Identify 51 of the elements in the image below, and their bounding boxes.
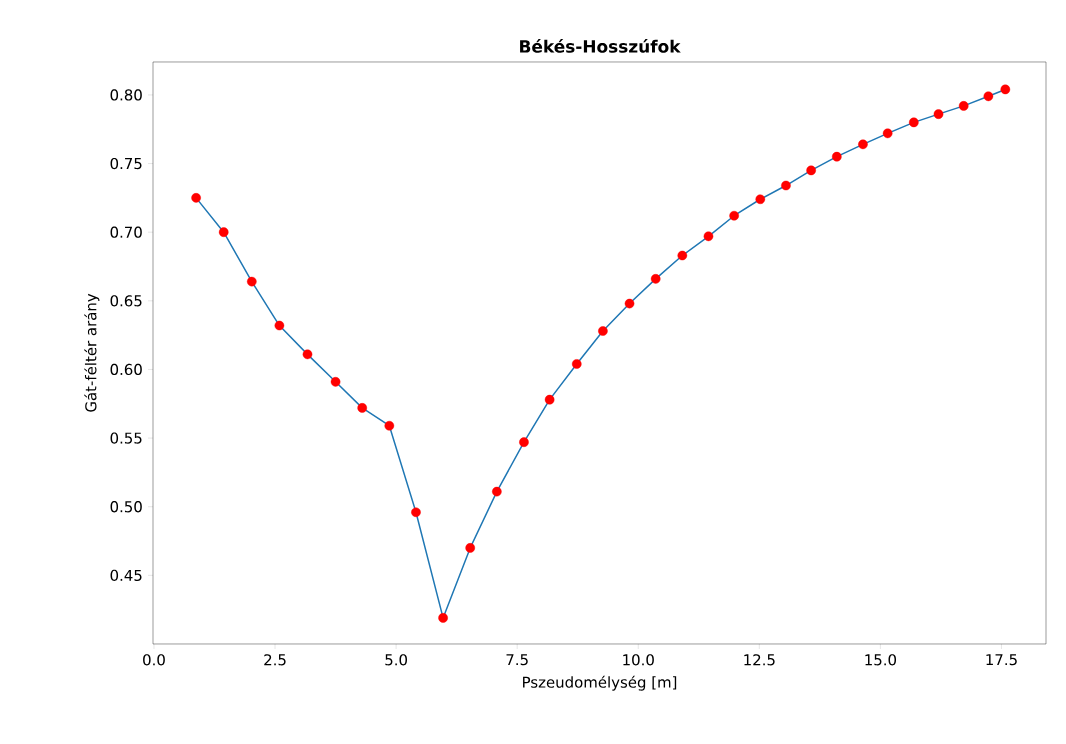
y-tick-label: 0.80 bbox=[110, 89, 142, 101]
point bbox=[650, 274, 661, 284]
x-tick-label: 5.0 bbox=[385, 654, 407, 666]
x-tick-label: 7.5 bbox=[506, 654, 528, 666]
y-tick-label: 0.70 bbox=[110, 226, 142, 238]
x-tick-label: 12.5 bbox=[744, 654, 775, 666]
chart-title: Békés-Hosszúfok bbox=[520, 39, 681, 53]
point bbox=[858, 139, 868, 150]
point bbox=[384, 420, 395, 431]
y-tick-label: 0.45 bbox=[110, 569, 142, 582]
x-tick-label: 0.0 bbox=[143, 654, 165, 666]
point bbox=[832, 151, 842, 162]
point bbox=[438, 613, 448, 623]
point bbox=[302, 349, 313, 360]
point bbox=[191, 193, 201, 203]
point bbox=[806, 165, 816, 176]
point bbox=[882, 128, 893, 139]
point bbox=[544, 394, 555, 405]
point bbox=[703, 231, 714, 242]
point bbox=[274, 320, 285, 331]
x-tick-label: 2.5 bbox=[264, 654, 286, 666]
y-axis-title: Gát-féltér arány bbox=[84, 293, 100, 412]
point bbox=[330, 377, 341, 387]
point bbox=[677, 250, 688, 261]
x-axis-title: Pszeudomélység [m] bbox=[523, 675, 677, 691]
point bbox=[519, 437, 529, 447]
point bbox=[218, 227, 229, 237]
point bbox=[357, 403, 367, 413]
point bbox=[983, 91, 994, 102]
point bbox=[729, 210, 739, 221]
point bbox=[755, 194, 766, 205]
point bbox=[909, 117, 919, 128]
x-tick-label: 15.0 bbox=[865, 654, 897, 666]
y-tick-label: 0.65 bbox=[110, 295, 142, 307]
x-tick-label: 17.5 bbox=[986, 654, 1017, 666]
point bbox=[492, 486, 502, 497]
point bbox=[624, 298, 635, 309]
point bbox=[781, 180, 791, 191]
y-tick-label: 0.50 bbox=[110, 501, 142, 513]
x-tick-label: 10.0 bbox=[623, 654, 654, 666]
y-tick-label: 0.60 bbox=[110, 363, 142, 376]
point bbox=[1000, 84, 1011, 95]
point bbox=[933, 109, 944, 119]
point bbox=[958, 101, 969, 111]
point bbox=[247, 276, 257, 287]
point bbox=[598, 326, 608, 336]
point bbox=[411, 507, 421, 517]
y-tick-label: 0.55 bbox=[110, 432, 142, 444]
point bbox=[571, 359, 582, 369]
point bbox=[465, 543, 475, 553]
y-tick-label: 0.75 bbox=[110, 157, 142, 170]
